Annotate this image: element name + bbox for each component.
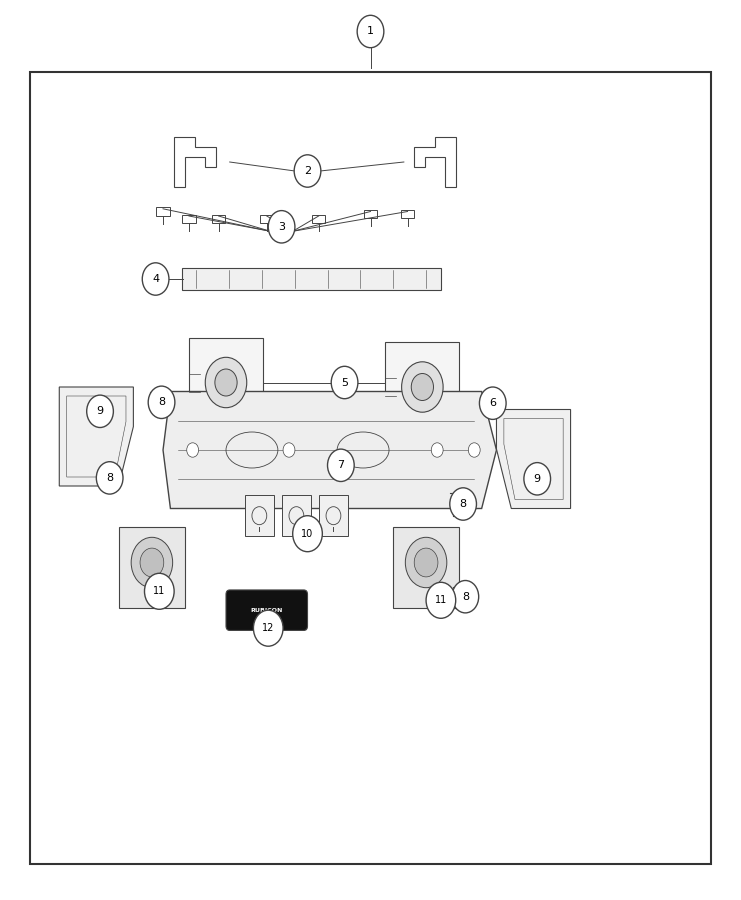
Circle shape: [87, 395, 113, 428]
FancyBboxPatch shape: [312, 214, 325, 223]
Text: 8: 8: [462, 591, 469, 602]
Text: 4: 4: [152, 274, 159, 284]
Text: 11: 11: [153, 586, 165, 597]
Circle shape: [328, 449, 354, 482]
FancyBboxPatch shape: [282, 495, 311, 536]
Circle shape: [294, 155, 321, 187]
FancyBboxPatch shape: [189, 338, 263, 428]
Circle shape: [283, 443, 295, 457]
Circle shape: [148, 386, 175, 418]
Circle shape: [331, 366, 358, 399]
FancyBboxPatch shape: [364, 210, 377, 219]
Polygon shape: [119, 526, 185, 608]
FancyBboxPatch shape: [156, 207, 170, 215]
Text: 6: 6: [489, 398, 496, 409]
Circle shape: [144, 573, 174, 609]
Text: 10: 10: [302, 528, 313, 539]
Text: 7: 7: [337, 460, 345, 471]
Circle shape: [215, 369, 237, 396]
Circle shape: [414, 548, 438, 577]
Circle shape: [479, 387, 506, 419]
FancyBboxPatch shape: [260, 214, 273, 223]
Circle shape: [187, 443, 199, 457]
Text: 1: 1: [367, 26, 374, 37]
Circle shape: [142, 263, 169, 295]
Text: 12: 12: [262, 623, 274, 634]
FancyBboxPatch shape: [319, 495, 348, 536]
Circle shape: [268, 211, 295, 243]
FancyBboxPatch shape: [401, 210, 414, 219]
Text: 5: 5: [341, 377, 348, 388]
FancyBboxPatch shape: [182, 214, 196, 223]
Text: 9: 9: [96, 406, 104, 417]
Circle shape: [426, 582, 456, 618]
FancyBboxPatch shape: [30, 72, 711, 864]
Polygon shape: [163, 392, 496, 508]
Text: 11: 11: [435, 595, 447, 606]
Circle shape: [293, 516, 322, 552]
Polygon shape: [393, 526, 459, 608]
Circle shape: [253, 610, 283, 646]
Circle shape: [131, 537, 173, 588]
FancyBboxPatch shape: [245, 495, 274, 536]
Polygon shape: [59, 387, 133, 486]
FancyBboxPatch shape: [226, 590, 308, 630]
Text: 8: 8: [158, 397, 165, 408]
Text: 8: 8: [459, 499, 467, 509]
Circle shape: [96, 462, 123, 494]
Circle shape: [205, 357, 247, 408]
Circle shape: [140, 548, 164, 577]
Circle shape: [431, 443, 443, 457]
Circle shape: [468, 443, 480, 457]
Text: RUBICON: RUBICON: [250, 608, 283, 613]
Text: 9: 9: [534, 473, 541, 484]
Polygon shape: [496, 410, 571, 508]
Circle shape: [411, 374, 433, 400]
FancyBboxPatch shape: [212, 214, 225, 223]
Circle shape: [452, 580, 479, 613]
Text: 2: 2: [304, 166, 311, 176]
Text: 3: 3: [278, 221, 285, 232]
FancyBboxPatch shape: [385, 342, 459, 432]
Circle shape: [357, 15, 384, 48]
Circle shape: [524, 463, 551, 495]
Circle shape: [450, 488, 476, 520]
Circle shape: [402, 362, 443, 412]
Circle shape: [405, 537, 447, 588]
FancyBboxPatch shape: [182, 268, 441, 290]
Text: 8: 8: [106, 472, 113, 483]
